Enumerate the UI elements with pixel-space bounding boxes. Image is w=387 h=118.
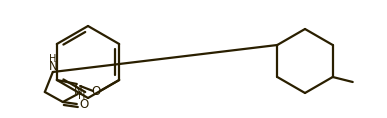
Text: H: H [49, 54, 57, 64]
Text: N: N [48, 59, 57, 72]
Text: N: N [74, 84, 82, 97]
Text: O: O [79, 99, 89, 112]
Text: O: O [91, 84, 101, 97]
Text: H: H [78, 91, 86, 101]
